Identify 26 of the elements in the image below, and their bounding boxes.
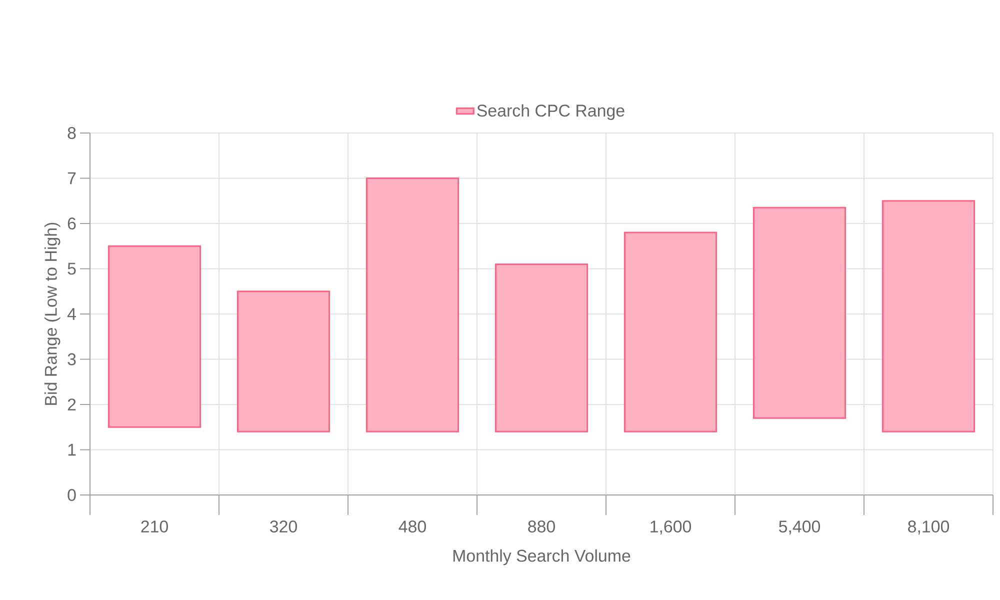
bar <box>494 263 588 432</box>
y-tick-label: 3 <box>68 353 76 366</box>
y-tick-label: 6 <box>68 218 76 230</box>
y-tick-label: 2 <box>68 398 76 410</box>
y-tick-label: 1 <box>68 444 76 456</box>
y-axis-title: Bid Range (Low to High) <box>44 222 60 405</box>
bar <box>236 290 330 432</box>
bar <box>882 200 976 432</box>
bar <box>752 206 846 419</box>
x-tick-label: 5,400 <box>778 520 820 535</box>
y-tick-label: 8 <box>68 127 76 139</box>
bar <box>624 232 718 432</box>
x-axis-title: Monthly Search Volume <box>453 549 630 566</box>
bar <box>366 178 460 432</box>
x-tick-label: 8,100 <box>908 520 950 535</box>
y-tick-label: 4 <box>67 308 76 320</box>
bar <box>108 245 202 428</box>
y-tick-label: 5 <box>68 262 76 275</box>
legend-label: Search CPC Range <box>477 104 624 120</box>
x-tick-label: 880 <box>528 520 555 533</box>
x-tick-label: 1,600 <box>650 520 692 535</box>
y-tick-label: 0 <box>68 489 76 501</box>
x-tick-label: 480 <box>398 520 426 533</box>
x-tick-label: 320 <box>270 520 297 533</box>
x-tick-label: 210 <box>141 520 168 533</box>
y-tick-label: 7 <box>68 172 76 184</box>
